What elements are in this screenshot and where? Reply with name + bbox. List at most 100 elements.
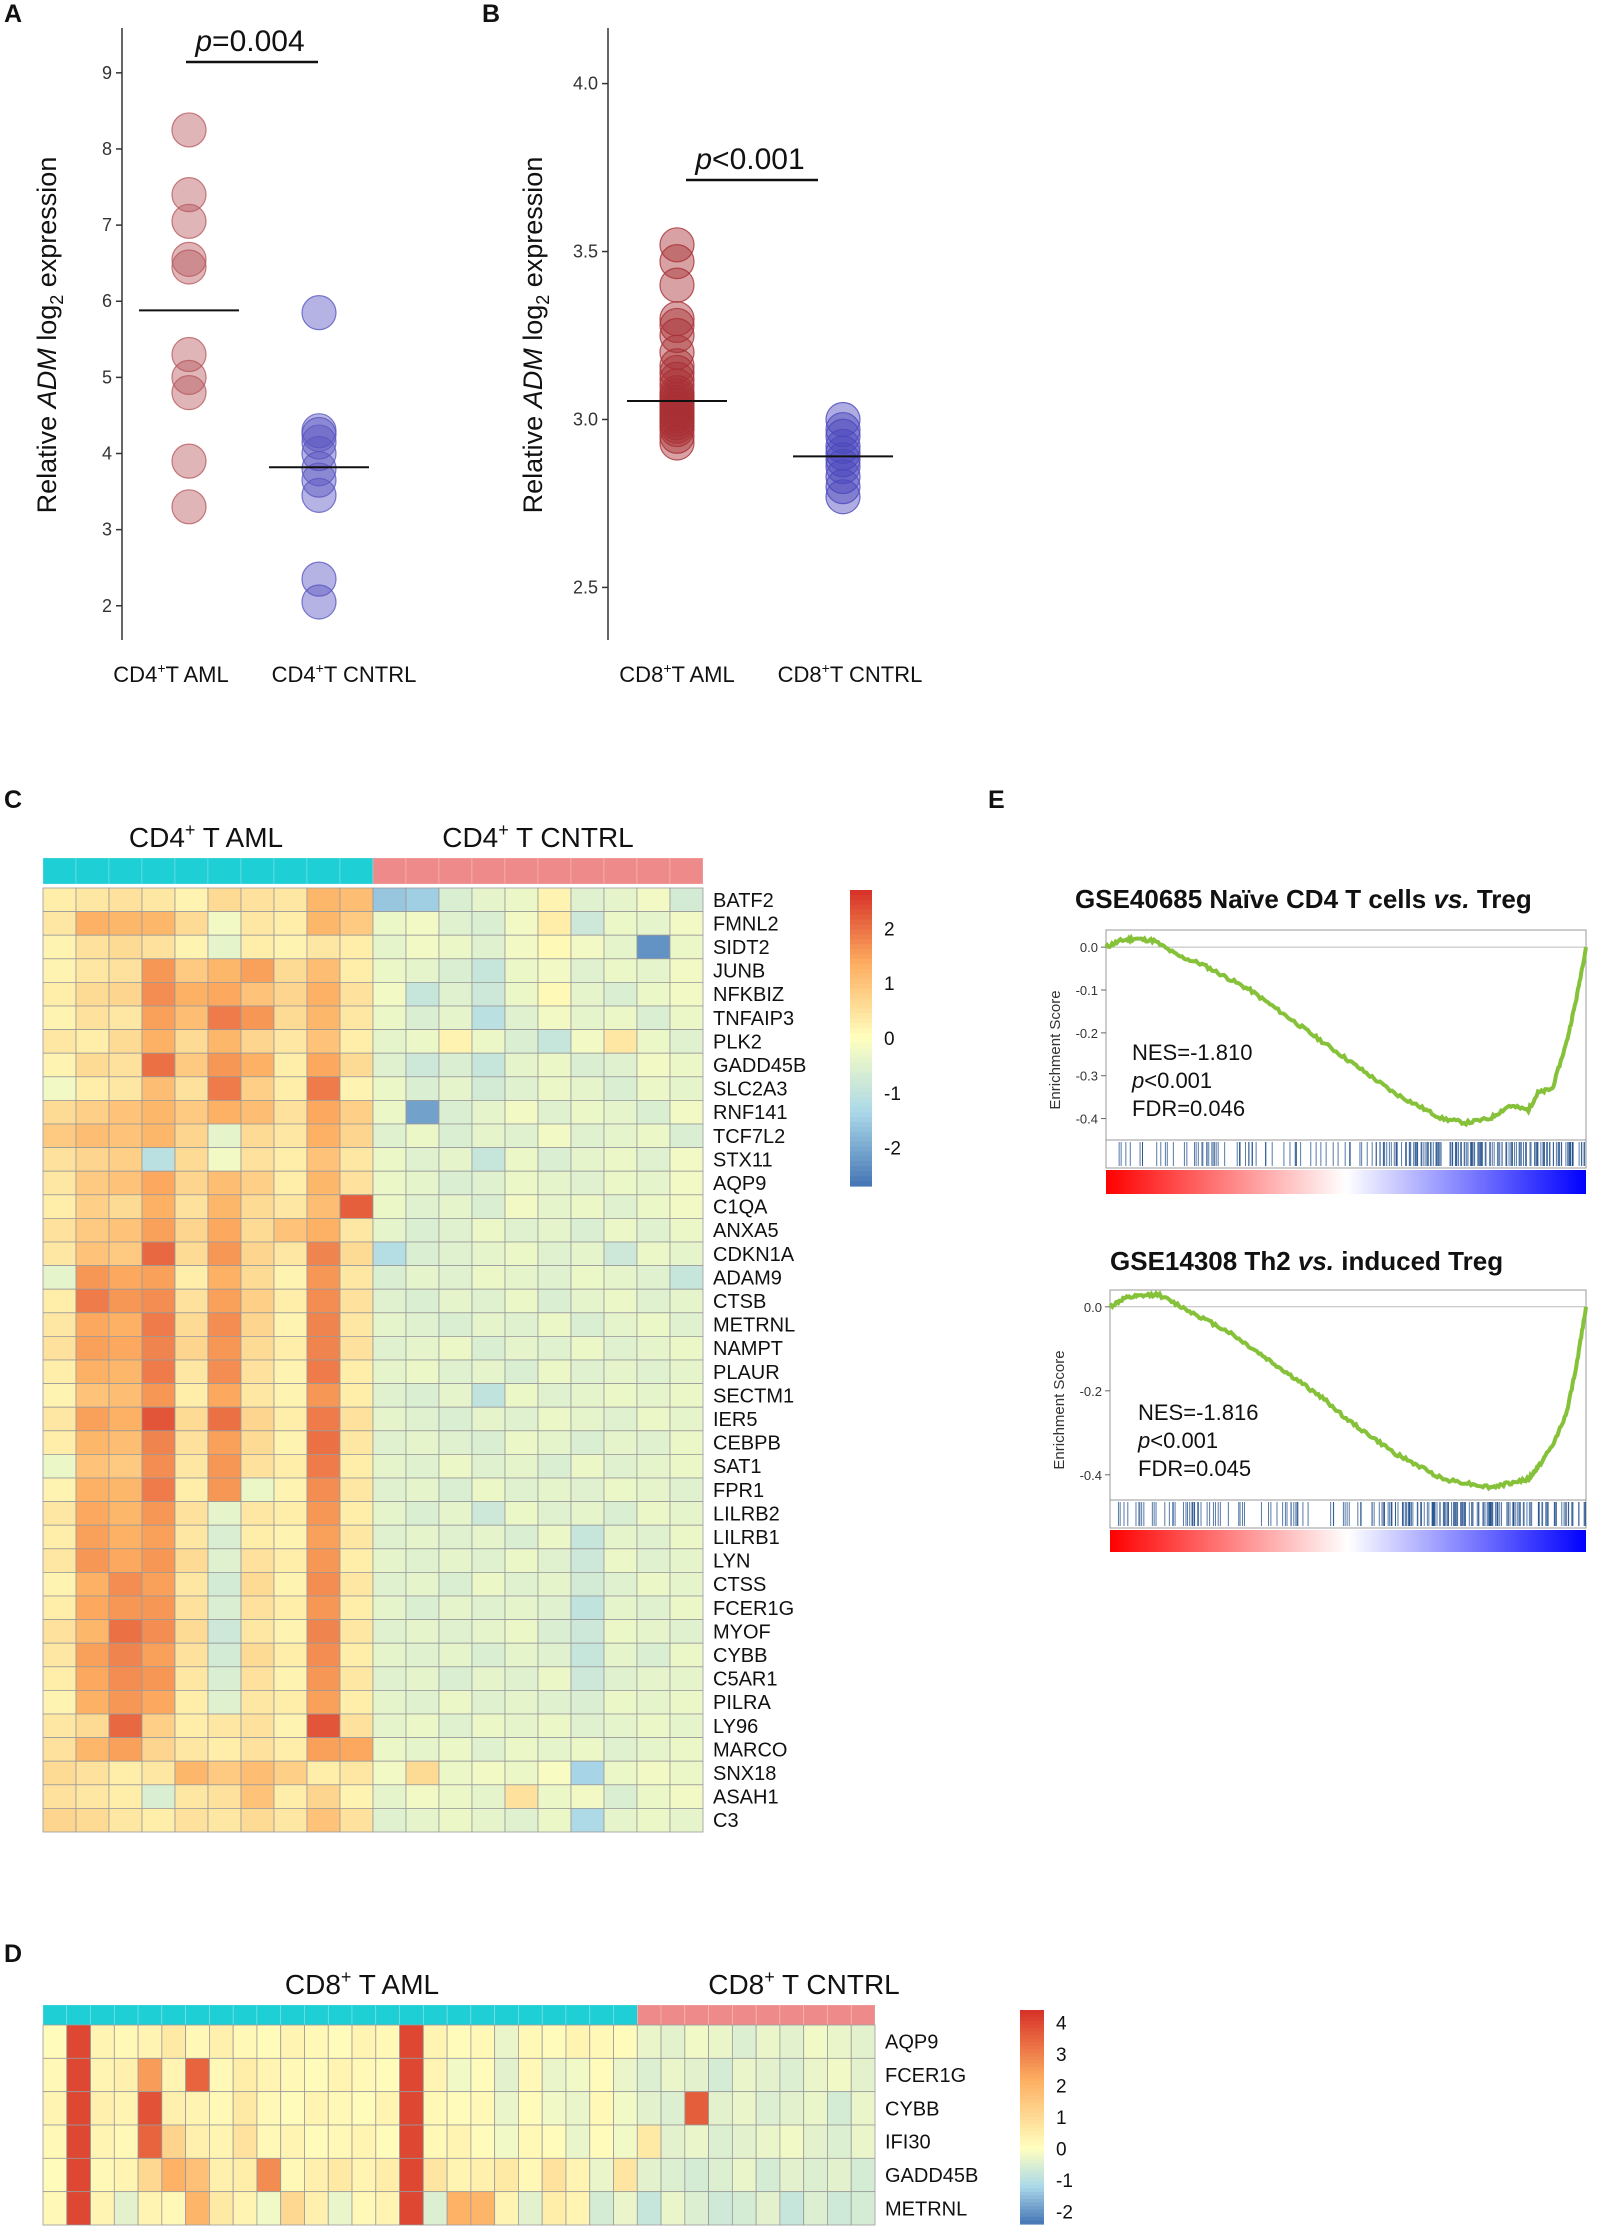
heatmap-cell <box>174 1666 209 1691</box>
legend-swatch <box>1020 2074 1044 2079</box>
heatmap-cell <box>304 2157 329 2193</box>
legend-swatch <box>850 1092 872 1098</box>
heatmap-cell <box>438 911 473 936</box>
annotation-cell <box>684 2004 709 2026</box>
heatmap-cell <box>669 1666 704 1691</box>
heatmap-cell <box>273 1808 308 1833</box>
annotation-cell <box>541 2004 567 2026</box>
heatmap-cell <box>174 1241 209 1267</box>
heatmap-cell <box>113 2057 139 2093</box>
heatmap-cell <box>438 1265 473 1290</box>
heatmap-cell <box>570 1619 605 1644</box>
legend-swatch <box>850 1151 872 1157</box>
heatmap-cell <box>405 1383 440 1408</box>
heatmap-cell <box>240 1713 275 1739</box>
heatmap-cell <box>174 1454 209 1479</box>
heatmap-cell <box>541 2191 567 2226</box>
heatmap-cell <box>207 1288 242 1314</box>
heatmap-cell <box>541 2157 567 2193</box>
heatmap-cell <box>537 1784 572 1809</box>
heatmap-cell <box>684 2091 709 2126</box>
heatmap-cell <box>405 1170 440 1196</box>
heatmap-cell <box>304 2124 329 2159</box>
legend-swatch <box>850 904 872 911</box>
heatmap-cell <box>273 1170 308 1196</box>
heatmap-cell <box>570 1784 605 1809</box>
annotation-cell <box>660 2004 686 2026</box>
legend-swatch <box>850 988 872 995</box>
heatmap-cell <box>108 1690 143 1715</box>
legend-swatch <box>1020 2159 1044 2164</box>
gene-label: ANXA5 <box>713 1220 779 1242</box>
heatmap-cell <box>570 958 605 983</box>
heatmap-cell <box>405 1406 440 1432</box>
heatmap-cell <box>304 2191 329 2226</box>
annotation-cell <box>240 857 275 885</box>
legend-swatch <box>850 1023 872 1029</box>
data-point <box>301 435 337 472</box>
heatmap-cell <box>207 1430 242 1455</box>
heatmap-cell <box>613 2191 638 2226</box>
heatmap-cell <box>372 1548 407 1573</box>
heatmap-cell <box>372 1406 407 1432</box>
annotation-cell <box>256 2004 282 2026</box>
heatmap-cell <box>256 2024 282 2059</box>
gene-label: PILRA <box>713 1692 771 1714</box>
heatmap-cell <box>471 1218 506 1243</box>
heatmap-cell <box>570 1170 605 1196</box>
heatmap-cell <box>351 2124 377 2159</box>
heatmap-cell <box>339 1454 374 1479</box>
heatmap-cell <box>339 982 374 1007</box>
heatmap-cell <box>240 1501 275 1526</box>
heatmap-cell <box>603 1595 638 1621</box>
heatmap-cell <box>537 1430 572 1455</box>
heatmap-cell <box>141 1572 176 1597</box>
heatmap-cell <box>240 1642 275 1668</box>
heatmap-cell <box>669 1359 704 1385</box>
heatmap-cell <box>537 1170 572 1196</box>
heatmap-cell <box>603 1029 638 1054</box>
annotation-cell <box>827 2004 852 2026</box>
panel-a-dotplot: 2 3 4 5 6 7 8 9 Relative ADM log2 expression CD… <box>32 25 416 687</box>
heatmap-cell <box>161 2124 187 2159</box>
heatmap-cell <box>405 1524 440 1550</box>
heatmap-cell <box>141 1052 176 1078</box>
heatmap-cell <box>405 1808 440 1833</box>
heatmap-cell <box>422 2157 448 2193</box>
heatmap-cell <box>755 2024 781 2059</box>
panel-e-gsea-plot-1: GSE40685 Naïve CD4 T cells vs. Treg 0.0 -… <box>1047 884 1588 1194</box>
heatmap-cell <box>850 2191 876 2226</box>
heatmap-cell <box>570 1076 605 1101</box>
heatmap-cell <box>174 1147 209 1172</box>
heatmap-cell <box>75 1029 110 1054</box>
panel-e-gsea-plot-2: GSE14308 Th2 vs. induced Treg 0.0 -0.2 -0.… <box>1051 1246 1588 1552</box>
heatmap-cell <box>306 1336 341 1361</box>
heatmap-cell <box>174 1265 209 1290</box>
gene-label: PLK2 <box>713 1031 762 1053</box>
heatmap-cell <box>304 2057 329 2093</box>
heatmap-cell <box>669 1005 704 1031</box>
heatmap-cell <box>636 1572 671 1597</box>
heatmap-cell <box>137 2191 163 2226</box>
heatmap-cell <box>327 2057 353 2093</box>
gene-label: SLC2A3 <box>713 1079 788 1101</box>
heatmap-cell <box>207 1241 242 1267</box>
panel-letter-c: C <box>4 786 22 814</box>
data-point <box>659 267 695 303</box>
heatmap-cell <box>708 2191 733 2226</box>
heatmap-cell <box>90 2124 115 2159</box>
heatmap-cell <box>207 1170 242 1196</box>
y-tick-label: 3.5 <box>573 242 598 262</box>
heatmap-cell <box>827 2024 852 2059</box>
heatmap-cell <box>537 1524 572 1550</box>
annotation-cell <box>306 857 341 885</box>
heatmap-cell <box>339 1430 374 1455</box>
heatmap-cell <box>273 1690 308 1715</box>
heatmap-cell <box>90 2191 115 2226</box>
heatmap-cell <box>405 1005 440 1031</box>
legend-swatch <box>850 1181 872 1187</box>
annotation-cell <box>273 857 308 885</box>
legend-swatch <box>1020 2049 1044 2054</box>
legend-swatch <box>1020 2113 1044 2118</box>
heatmap-cell <box>372 1383 407 1408</box>
